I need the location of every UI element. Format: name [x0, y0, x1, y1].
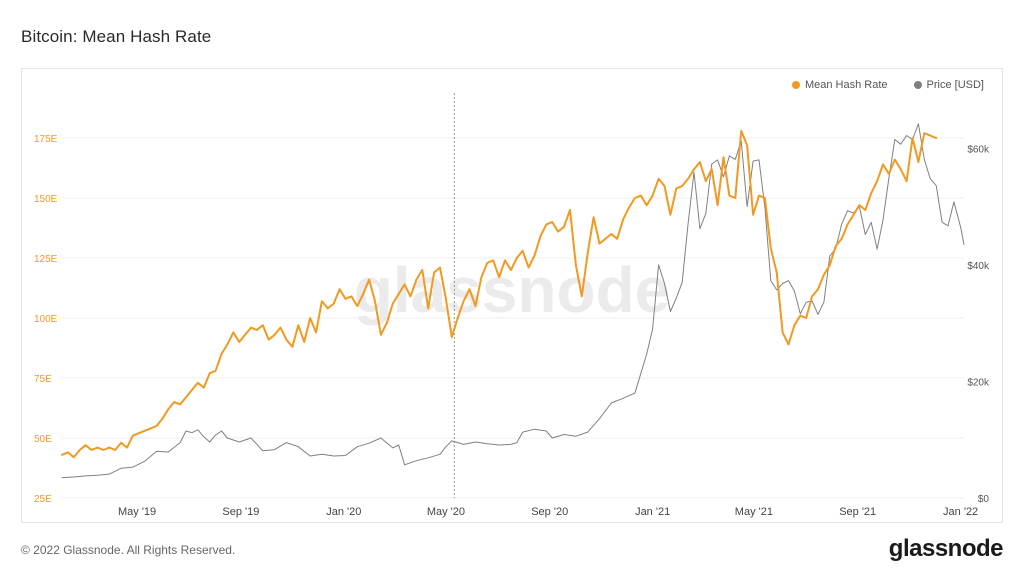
x-tick-label: Sep '21	[839, 506, 876, 518]
right-tick-label: $0	[978, 494, 990, 505]
x-tick-label: May '19	[118, 506, 156, 518]
x-tick-label: Jan '21	[635, 506, 670, 518]
x-tick-label: May '21	[735, 506, 773, 518]
page-title: Bitcoin: Mean Hash Rate	[21, 27, 212, 46]
right-tick-label: $20k	[967, 377, 990, 388]
copyright-text: © 2022 Glassnode. All Rights Reserved.	[21, 543, 236, 557]
legend-label-price: Price [USD]	[926, 79, 984, 91]
x-tick-label: Jan '20	[326, 506, 361, 518]
glassnode-logo[interactable]: glassnode	[888, 535, 1004, 562]
chart-frame	[21, 68, 1003, 523]
hash-rate-series	[61, 129, 938, 459]
grid-lines	[62, 137, 964, 499]
left-tick-label: 150E	[34, 194, 58, 205]
legend-label-hash-rate: Mean Hash Rate	[804, 79, 888, 91]
left-tick-label: 75E	[34, 374, 52, 385]
x-tick-label: Jan '22	[943, 506, 978, 518]
left-tick-label: 100E	[34, 314, 58, 325]
left-tick-label: 175E	[34, 134, 58, 145]
legend: Mean Hash Rate Price [USD]	[791, 79, 984, 91]
left-tick-label: 25E	[34, 494, 52, 505]
legend-dot-price	[913, 81, 922, 89]
legend-item-hash-rate[interactable]: Mean Hash Rate	[791, 79, 888, 91]
x-tick-label: Sep '19	[222, 506, 259, 518]
legend-item-price[interactable]: Price [USD]	[913, 79, 984, 91]
left-tick-label: 125E	[34, 254, 58, 265]
left-tick-label: 50E	[34, 434, 52, 445]
x-tick-label: May '20	[427, 506, 465, 518]
right-tick-label: $60k	[967, 144, 990, 155]
x-tick-label: Sep '20	[531, 506, 568, 518]
right-tick-label: $40k	[967, 261, 990, 272]
axes: 25E 50E 75E 100E 125E 150E 175E $0 $20k $40k $60k M…	[34, 134, 990, 518]
legend-dot-hash-rate	[791, 81, 800, 89]
hash-rate-line	[61, 129, 938, 459]
